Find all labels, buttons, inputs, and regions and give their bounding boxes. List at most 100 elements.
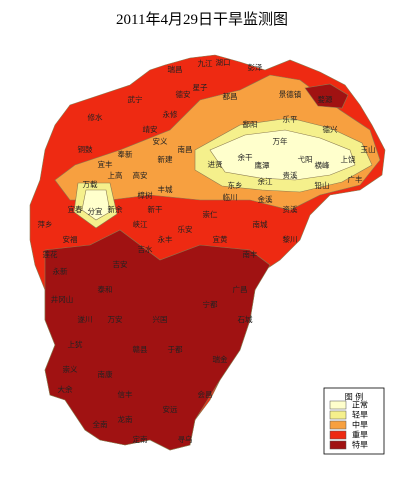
county-label: 武宁 — [128, 94, 143, 104]
county-label: 广丰 — [348, 174, 363, 184]
county-label: 南城 — [253, 219, 268, 229]
county-label: 铜鼓 — [78, 144, 93, 154]
county-label: 万年 — [273, 136, 288, 146]
legend-swatch — [329, 430, 347, 440]
county-label: 寻乌 — [178, 434, 193, 444]
county-label: 会昌 — [198, 389, 213, 399]
county-label: 全南 — [93, 419, 108, 429]
county-label: 丰城 — [158, 184, 173, 194]
county-label: 横峰 — [315, 160, 330, 170]
drought-zone — [81, 189, 111, 221]
drought-zone — [209, 129, 356, 181]
legend-label: 特旱 — [352, 440, 368, 450]
county-label: 上饶 — [341, 154, 356, 164]
legend-swatch — [329, 410, 347, 420]
county-label: 新干 — [148, 204, 163, 214]
county-label: 吉安 — [113, 259, 128, 269]
county-label: 兴国 — [153, 315, 168, 324]
county-label: 龙南 — [118, 414, 133, 424]
county-label: 临川 — [223, 192, 238, 202]
legend-label: 正常 — [352, 401, 368, 410]
county-label: 瑞昌 — [168, 64, 183, 74]
county-label: 大余 — [58, 384, 73, 394]
county-label: 信丰 — [118, 389, 133, 399]
county-label: 宜丰 — [98, 159, 113, 169]
legend-label: 重旱 — [352, 430, 368, 440]
county-label: 定南 — [133, 434, 148, 444]
county-label: 资溪 — [283, 204, 298, 214]
county-label: 湖口 — [216, 58, 231, 67]
county-label: 奉新 — [118, 149, 133, 159]
county-label: 广昌 — [233, 284, 248, 294]
county-label: 贵溪 — [283, 170, 298, 180]
county-label: 余江 — [258, 176, 273, 186]
county-label: 樟树 — [138, 190, 153, 200]
county-label: 上犹 — [68, 339, 83, 349]
legend-title: 图 例 — [345, 392, 364, 402]
county-label: 金溪 — [258, 194, 273, 204]
county-label: 彭泽 — [248, 62, 263, 72]
county-label: 分宜 — [88, 206, 103, 216]
county-label: 景德镇 — [279, 89, 302, 99]
county-label: 余干 — [238, 152, 253, 162]
county-label: 赣县 — [133, 344, 148, 354]
county-label: 石城 — [238, 315, 253, 324]
drought-zone — [44, 229, 271, 451]
county-label: 乐平 — [283, 114, 298, 124]
county-label: 瑞金 — [213, 354, 228, 364]
county-label: 德安 — [176, 89, 191, 99]
county-label: 新建 — [158, 154, 173, 164]
county-label: 新余 — [108, 204, 123, 214]
regions — [29, 54, 386, 451]
legend-swatch — [329, 440, 347, 450]
county-label: 永新 — [53, 266, 68, 276]
county-label: 进贤 — [208, 160, 223, 169]
county-label: 吉水 — [138, 244, 153, 254]
county-label: 万载 — [83, 179, 98, 189]
county-label: 遂川 — [78, 314, 93, 324]
county-label: 宁都 — [203, 299, 218, 309]
legend-label: 轻旱 — [352, 410, 368, 420]
county-label: 崇仁 — [203, 209, 218, 219]
drought-zone — [304, 83, 349, 109]
county-label: 井冈山 — [51, 294, 74, 304]
county-label: 修水 — [88, 112, 103, 122]
county-label: 安福 — [63, 234, 78, 244]
county-label: 于都 — [168, 345, 183, 354]
county-label: 东乡 — [228, 180, 243, 190]
county-label: 万安 — [108, 314, 123, 324]
county-label: 崇义 — [63, 365, 78, 374]
county-label: 德兴 — [323, 124, 338, 134]
county-label: 铅山 — [315, 180, 330, 190]
county-label: 婺源 — [318, 94, 333, 104]
county-label: 南康 — [98, 369, 113, 379]
county-label: 星子 — [193, 83, 208, 92]
county-label: 宜春 — [68, 204, 83, 214]
legend-swatch — [329, 400, 347, 410]
county-label: 永修 — [163, 109, 178, 119]
county-label: 玉山 — [361, 144, 376, 154]
county-label: 鹰潭 — [255, 160, 270, 170]
county-label: 鄱阳 — [243, 120, 258, 129]
county-label: 安义 — [153, 136, 168, 146]
county-label: 宜黄 — [213, 234, 228, 244]
map-title: 2011年4月29日干旱监测图 — [116, 11, 288, 28]
county-label: 靖安 — [143, 124, 158, 134]
county-label: 乐安 — [178, 224, 193, 234]
county-label: 九江 — [198, 59, 213, 68]
county-label: 莲花 — [43, 249, 58, 259]
county-label: 都昌 — [223, 92, 238, 101]
county-label: 高安 — [133, 170, 148, 180]
county-label: 永丰 — [158, 234, 173, 244]
county-label: 南昌 — [178, 144, 193, 154]
county-label: 黎川 — [283, 234, 298, 244]
county-label: 南丰 — [243, 249, 258, 259]
county-label: 弋阳 — [298, 154, 313, 164]
county-label: 萍乡 — [38, 219, 53, 229]
legend-label: 中旱 — [352, 420, 368, 430]
legend-swatch — [329, 420, 347, 430]
